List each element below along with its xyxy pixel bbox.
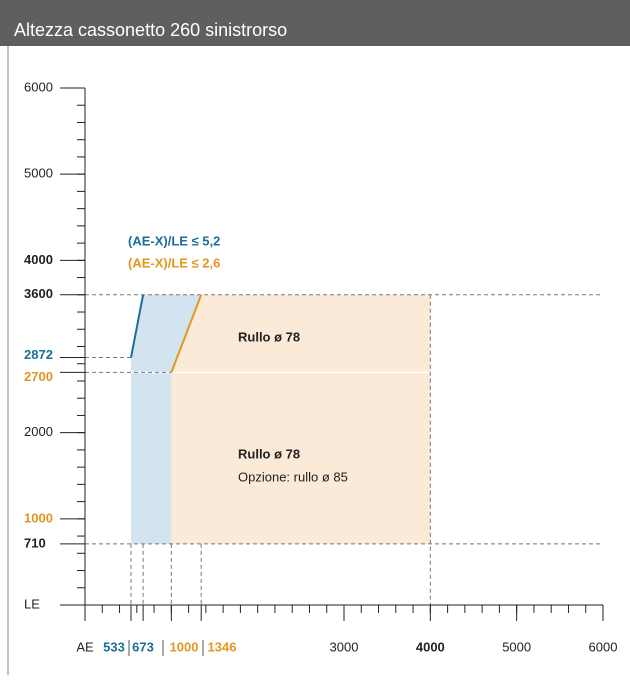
x-tick-label: 3000 <box>330 639 359 654</box>
limit-line <box>170 294 203 373</box>
legend-label: (AE-X)/LE ≤ 5,2 <box>128 233 220 248</box>
region-wide <box>171 294 431 544</box>
y-tick-label: 2000 <box>24 424 53 439</box>
x-tick-label: 1000 <box>170 639 199 654</box>
x-tick-label: 1346 <box>208 639 237 654</box>
y-tick-label: 3600 <box>24 286 53 301</box>
x-tick-label: 4000 <box>416 639 445 654</box>
x-tick-label: 5000 <box>502 639 531 654</box>
y-tick-label: 710 <box>24 535 46 550</box>
region-note: Opzione: rullo ø 85 <box>238 469 348 484</box>
y-tick-label: 5000 <box>24 166 53 181</box>
region-label: Rullo ø 78 <box>238 329 300 344</box>
y-tick-label: 2700 <box>24 369 53 384</box>
x-tick-label: 533 <box>103 639 125 654</box>
region-narrow <box>131 294 202 544</box>
legend-label: (AE-X)/LE ≤ 2,6 <box>128 255 220 270</box>
header-title: Altezza cassonetto 260 sinistrorso <box>14 20 287 40</box>
y-tick-label: 2872 <box>24 347 53 362</box>
y-tick-label: 4000 <box>24 252 53 267</box>
y-tick-label: 6000 <box>24 79 53 94</box>
limit-line <box>130 294 145 358</box>
y-tick-label: LE <box>24 596 40 611</box>
y-tick-label: 1000 <box>24 510 53 525</box>
header-bar <box>0 0 630 46</box>
x-tick-label: 673 <box>132 639 154 654</box>
x-tick-label: AE <box>76 639 94 654</box>
region-label: Rullo ø 78 <box>238 446 300 461</box>
x-tick-label: 6000 <box>589 639 618 654</box>
